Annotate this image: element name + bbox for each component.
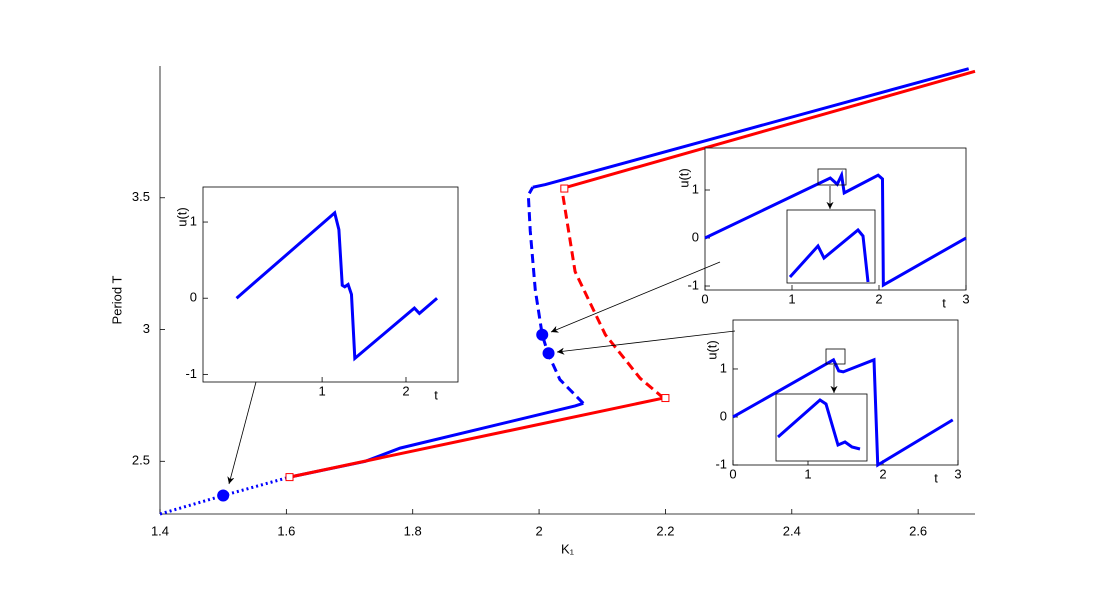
x-tick-label: 2 — [535, 523, 542, 538]
x-tick-label: 2 — [402, 383, 409, 398]
x-tick-label: 1 — [318, 383, 325, 398]
zoom-detail — [775, 168, 876, 462]
x-tick-label: 2 — [875, 291, 882, 306]
x-tick-label: 2.2 — [656, 523, 674, 538]
series-line — [704, 170, 967, 288]
y-tick-label: 2.5 — [132, 453, 150, 468]
x-tick-label: 2.6 — [909, 523, 927, 538]
series-line — [561, 69, 976, 190]
x-tick-label: 2.4 — [783, 523, 801, 538]
x-tick-label: 1.4 — [151, 523, 169, 538]
point-marker — [560, 184, 569, 193]
y-axis-label: Period T — [109, 275, 124, 324]
y-tick-label: 0 — [692, 229, 699, 244]
y-axis-label: u(t) — [676, 168, 691, 188]
x-axis-label: t — [434, 387, 438, 402]
y-axis-label: u(t) — [174, 207, 189, 227]
series-line — [732, 357, 954, 468]
y-tick-label: 3.5 — [132, 189, 150, 204]
series-line — [560, 188, 665, 400]
x-tick-label: 1.8 — [404, 523, 422, 538]
x-tick-label: 2 — [879, 466, 886, 481]
inset-plot: 1 2 -1 0 1 t u(t) — [174, 186, 459, 402]
series-line — [289, 396, 664, 479]
annotation-arrow — [550, 261, 721, 333]
series-line — [289, 401, 584, 479]
x-axis-label: t — [934, 470, 938, 485]
point-marker — [217, 489, 230, 502]
y-tick-label: -1 — [687, 277, 699, 292]
point-marker — [661, 394, 670, 403]
annotation-arrow — [556, 330, 736, 355]
y-tick-label: 0 — [190, 290, 197, 305]
x-tick-label: 3 — [962, 291, 969, 306]
y-tick-label: 1 — [692, 181, 699, 196]
y-tick-label: -1 — [185, 366, 197, 381]
point-marker — [542, 347, 555, 360]
series-line — [235, 210, 439, 362]
y-tick-label: 0 — [720, 408, 727, 423]
main-plot: 1.4 1.6 1.8 2 2.2 2.4 2.6 2.5 3 3.5 K₁ Period T — [109, 66, 976, 556]
inset-frame — [202, 186, 459, 383]
x-tick-label: 3 — [954, 466, 961, 481]
annotation-arrow — [227, 381, 257, 485]
x-tick-label: 0 — [701, 291, 708, 306]
x-tick-label: 1.6 — [277, 523, 295, 538]
y-tick-label: 1 — [190, 213, 197, 228]
plot-layer: 1.4 1.6 1.8 2 2.2 2.4 2.6 2.5 3 3.5 K₁ Period T 1 2 -1… — [109, 66, 976, 556]
point-marker — [285, 473, 294, 482]
y-tick-label: -1 — [715, 456, 727, 471]
y-tick-label: 3 — [143, 321, 150, 336]
x-tick-label: 1 — [804, 466, 811, 481]
series-line — [532, 67, 970, 189]
x-tick-label: 1 — [788, 291, 795, 306]
point-marker — [536, 328, 549, 341]
series-line — [526, 186, 585, 405]
x-tick-label: 0 — [729, 466, 736, 481]
y-tick-label: 1 — [720, 360, 727, 375]
x-axis-label: t — [942, 295, 946, 310]
x-axis-label: K₁ — [561, 541, 575, 556]
y-axis-label: u(t) — [704, 340, 719, 360]
